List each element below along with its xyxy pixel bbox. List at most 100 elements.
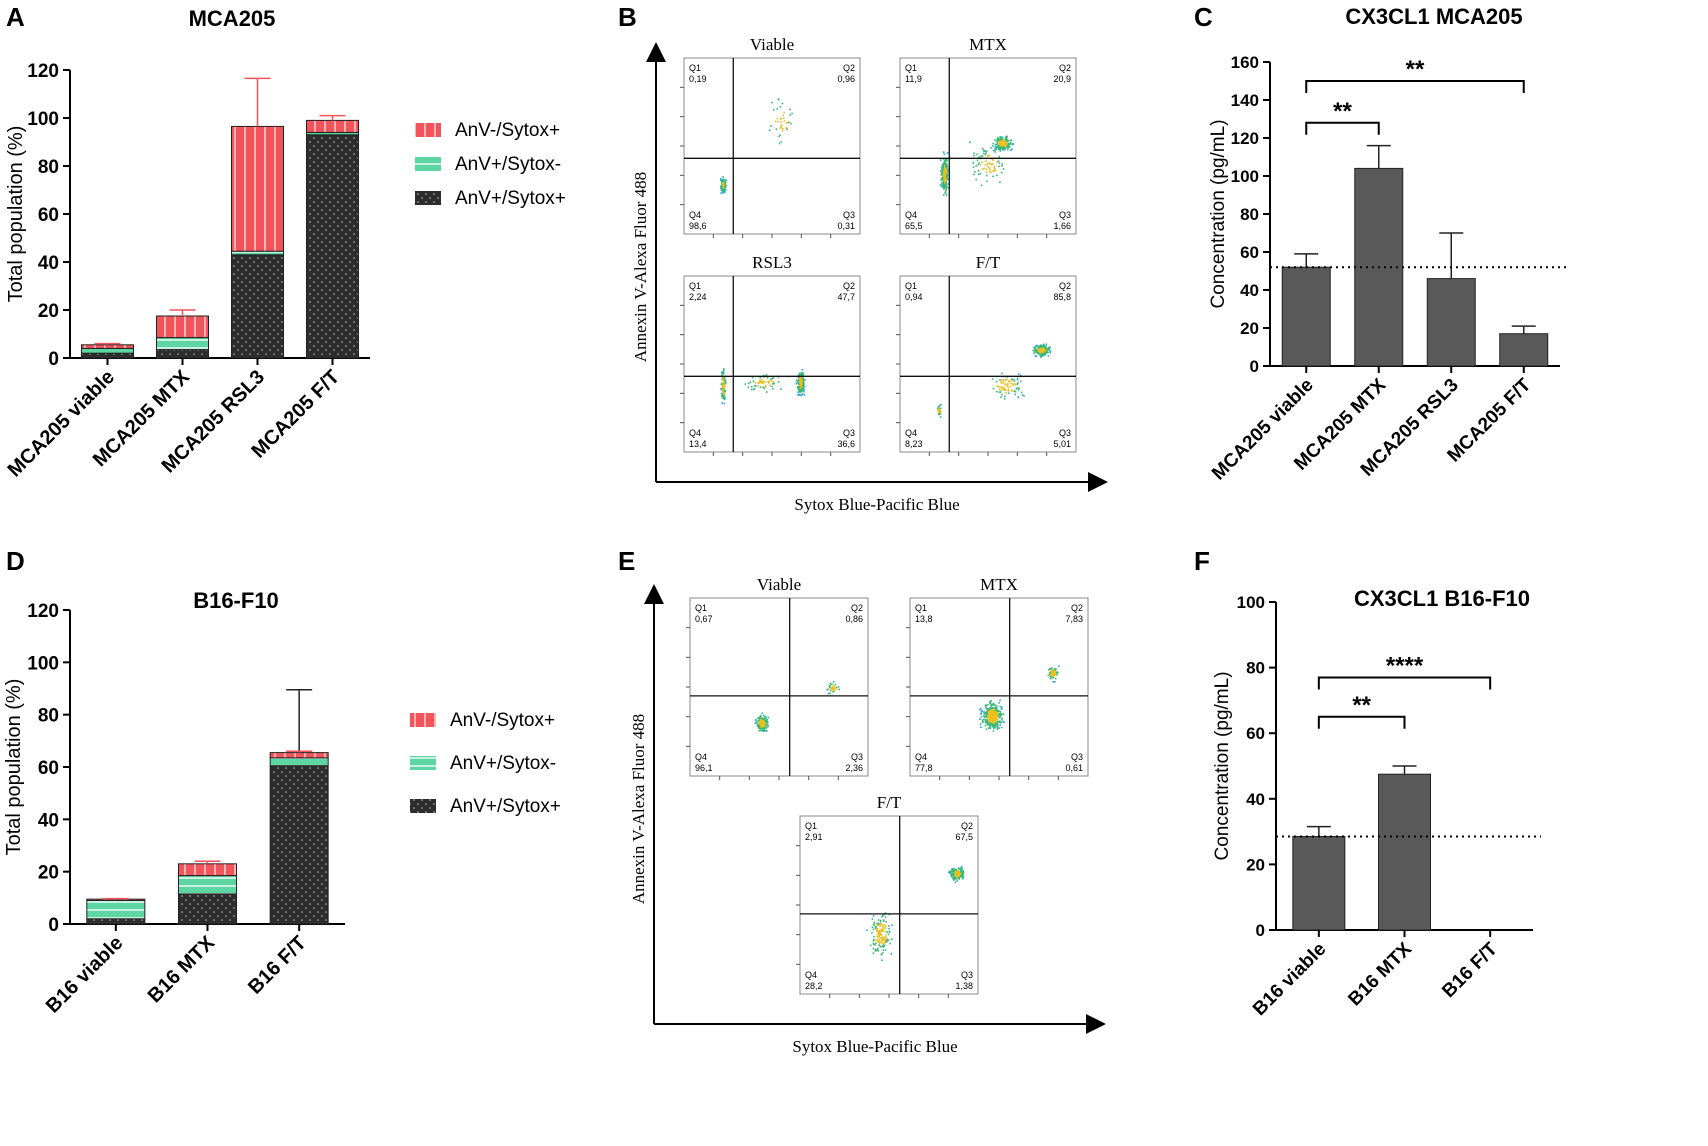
event-dot <box>749 381 752 384</box>
legend-swatch-anv-sytox <box>415 123 441 137</box>
bar-segment-anv-sytox-b16-f-t <box>269 765 329 925</box>
event-dot <box>829 692 831 694</box>
event-dot <box>995 710 998 713</box>
event-dot <box>722 184 724 187</box>
event-dot <box>945 187 948 190</box>
event-dot <box>1049 674 1052 676</box>
event-dot <box>723 396 725 398</box>
event-dot <box>936 408 939 410</box>
legend-label-anv-sytox: AnV+/Sytox- <box>455 154 561 175</box>
event-dot <box>1047 674 1050 677</box>
y-tick-label: 20 <box>38 863 59 884</box>
event-dot <box>764 729 767 732</box>
event-dot <box>878 923 880 926</box>
event-dot <box>766 730 768 732</box>
event-dot <box>762 381 765 384</box>
event-dot <box>962 877 964 880</box>
event-dot <box>998 388 1001 391</box>
event-dot <box>722 397 725 400</box>
event-dot <box>782 117 785 119</box>
event-dot <box>1049 350 1052 353</box>
quadrant-q2-value: 47,7 <box>837 292 855 302</box>
event-dot <box>942 186 945 189</box>
event-dot <box>993 149 995 152</box>
event-dot <box>783 120 786 122</box>
event-dot <box>993 167 996 169</box>
event-dot <box>1000 382 1003 384</box>
event-dot <box>791 112 793 115</box>
event-dot <box>994 148 997 151</box>
event-dot <box>997 723 999 726</box>
event-dot <box>832 690 834 693</box>
event-dot <box>993 727 995 729</box>
event-dot <box>997 165 1000 168</box>
event-dot <box>945 170 947 173</box>
event-dot <box>945 159 948 161</box>
event-dot <box>777 120 779 123</box>
event-dot <box>1002 139 1004 142</box>
event-dot <box>880 933 883 936</box>
event-dot <box>766 721 769 724</box>
event-dot <box>1006 384 1009 387</box>
event-dot <box>985 713 987 715</box>
event-dot <box>797 394 799 396</box>
y-tick-label: 40 <box>1246 790 1265 809</box>
event-dot <box>758 719 760 721</box>
event-dot <box>882 945 885 948</box>
event-dot <box>993 717 995 720</box>
event-dot <box>1006 378 1009 381</box>
event-dot <box>884 949 887 951</box>
event-dot <box>803 394 806 396</box>
event-dot <box>883 924 885 926</box>
event-dot <box>881 926 884 929</box>
event-dot <box>991 710 993 712</box>
event-dot <box>884 927 887 930</box>
event-dot <box>724 381 727 384</box>
event-dot <box>995 380 998 383</box>
event-dot <box>981 147 984 150</box>
event-dot <box>985 150 988 153</box>
event-dot <box>983 167 986 170</box>
bar-segment-anv-sytox-b16-f-t <box>269 752 329 759</box>
event-dot <box>776 117 779 120</box>
event-dot <box>762 730 765 732</box>
event-dot <box>753 388 756 390</box>
event-dot <box>976 153 978 156</box>
event-dot <box>994 706 997 709</box>
event-dot <box>991 708 994 711</box>
event-dot <box>760 725 763 727</box>
event-dot <box>942 163 945 165</box>
event-dot <box>1020 391 1023 394</box>
event-dot <box>987 721 989 724</box>
event-dot <box>1050 671 1053 673</box>
event-dot <box>768 129 771 132</box>
event-dot <box>984 150 987 152</box>
bar-segment-anv-sytox-b16-mtx <box>178 893 237 925</box>
event-dot <box>947 183 950 185</box>
event-dot <box>832 688 834 690</box>
event-dot <box>1019 374 1022 377</box>
event-dot <box>944 163 946 165</box>
event-dot <box>998 144 1001 147</box>
event-dot <box>722 392 725 395</box>
event-dot <box>988 724 991 727</box>
event-dot <box>941 176 944 179</box>
event-dot <box>799 391 801 393</box>
x-tick-label-b16-viable: B16 viable <box>42 932 128 1018</box>
event-dot <box>1010 379 1013 382</box>
event-dot <box>1011 389 1013 392</box>
event-dot <box>999 146 1002 149</box>
quadrant-q1-label: Q1 <box>905 281 917 291</box>
event-dot <box>986 723 989 726</box>
event-dot <box>834 683 837 686</box>
event-dot <box>1043 348 1046 350</box>
event-dot <box>1013 382 1016 385</box>
event-dot <box>1033 352 1035 355</box>
event-dot <box>881 928 884 930</box>
event-dot <box>752 380 755 382</box>
event-dot <box>940 166 943 168</box>
event-dot <box>1034 348 1037 351</box>
event-dot <box>799 383 801 385</box>
event-dot <box>724 181 727 184</box>
quadrant-q3-value: 1,38 <box>955 981 973 991</box>
